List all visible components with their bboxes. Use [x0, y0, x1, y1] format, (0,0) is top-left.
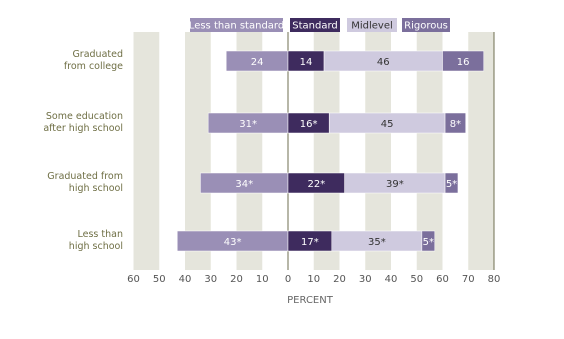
bar [444, 112, 466, 134]
value-label: 39* [386, 179, 404, 190]
legend-swatch [347, 18, 397, 32]
legend-swatch [402, 18, 450, 32]
grid-stripe [236, 32, 263, 270]
category-label: Graduated from college [63, 49, 123, 72]
legend-label: Less than standard [189, 21, 284, 32]
x-tick-label: 0 [285, 274, 291, 285]
value-label: 45 [381, 119, 394, 130]
x-tick-label: 70 [462, 274, 475, 285]
value-label: 31* [239, 119, 257, 130]
value-label: 22* [307, 179, 325, 190]
category-label: Less than high school [68, 229, 123, 252]
value-label: 35* [368, 237, 386, 248]
x-tick-label: 60 [436, 274, 449, 285]
x-tick-label: 20 [333, 274, 346, 285]
x-tick-label: 40 [385, 274, 398, 285]
value-label: 14 [300, 57, 313, 68]
x-tick-label: 80 [488, 274, 501, 285]
value-label: 43* [224, 237, 242, 248]
legend-label: Rigorous [404, 21, 448, 32]
grid-stripe [313, 32, 340, 270]
x-tick-label: 10 [256, 274, 269, 285]
x-tick-label: 50 [153, 274, 166, 285]
category-label: Graduated from high school [47, 171, 123, 194]
grid-stripe [468, 32, 494, 270]
value-label: 16 [457, 57, 470, 68]
legend-label: Standard [292, 21, 338, 32]
x-tick-label: 40 [179, 274, 192, 285]
bar [442, 50, 484, 72]
legend-swatch [290, 18, 340, 32]
value-label: 5* [446, 179, 457, 190]
x-tick-label: 60 [127, 274, 140, 285]
x-tick-label: 30 [359, 274, 372, 285]
grid-stripe [416, 32, 443, 270]
bar [421, 230, 436, 252]
x-tick-label: 20 [230, 274, 243, 285]
x-axis-label: PERCENT [287, 295, 334, 306]
value-label: 24 [251, 57, 264, 68]
legend-label: Midlevel [351, 21, 393, 32]
value-label: 8* [450, 119, 461, 130]
grid-stripe [365, 32, 391, 270]
value-label: 5* [423, 237, 434, 248]
legend-swatch [190, 18, 283, 32]
x-tick-label: 30 [204, 274, 217, 285]
bar [444, 172, 459, 194]
value-label: 16* [300, 119, 318, 130]
x-tick-label: 50 [410, 274, 423, 285]
grid-stripe [185, 32, 211, 270]
grid-stripe [133, 32, 160, 270]
value-label: 17* [301, 237, 319, 248]
category-label: Some education after high school [43, 111, 123, 134]
value-label: 34* [235, 179, 253, 190]
value-label: 46 [377, 57, 390, 68]
x-tick-label: 10 [307, 274, 320, 285]
